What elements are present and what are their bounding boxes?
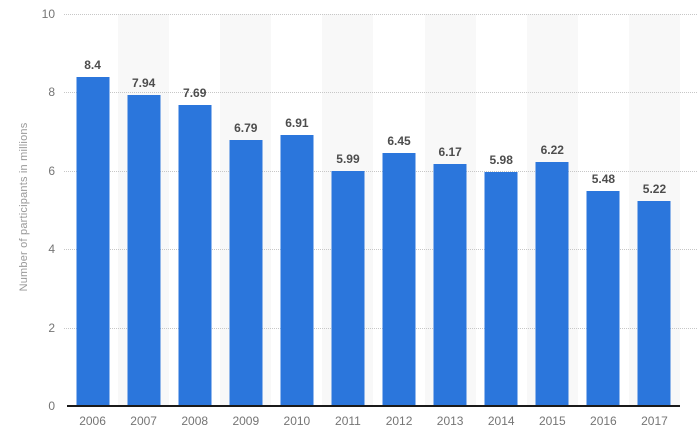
bar-column: 6.45	[374, 14, 425, 406]
bars-layer: 8.4 7.94 7.69 6.79 6.91 5.99 6.45 6.17 5.98 6.22 5…	[67, 14, 680, 406]
y-tick-label: 4	[48, 242, 55, 257]
x-tick-label: 2012	[385, 414, 413, 428]
bar-value-label: 8.4	[84, 57, 101, 72]
bar[interactable]	[280, 135, 314, 406]
bar[interactable]	[76, 76, 110, 406]
x-tick-label: 2009	[232, 414, 260, 428]
x-tick-label: 2014	[487, 414, 515, 428]
bar-column: 5.48	[578, 14, 629, 406]
x-tick-label: 2006	[79, 414, 106, 428]
bar[interactable]	[127, 94, 161, 406]
bar-value-label: 6.45	[387, 134, 411, 149]
bar[interactable]	[433, 164, 467, 406]
y-tick-label: 10	[41, 7, 55, 21]
y-tick-label: 6	[48, 163, 55, 178]
bar[interactable]	[586, 191, 620, 406]
bar-value-label: 5.22	[642, 182, 667, 197]
x-tick-label: 2013	[436, 414, 464, 428]
bar-value-label: 5.48	[591, 172, 616, 187]
x-tick-label: 2016	[590, 414, 617, 428]
x-tick-label: 2010	[283, 414, 311, 428]
bar-column: 5.99	[322, 14, 373, 406]
y-axis-title: Number of participants in millions	[18, 122, 30, 292]
x-tick-label: 2017	[641, 414, 668, 428]
bar-value-label: 6.91	[285, 116, 309, 131]
bar-value-label: 7.94	[131, 75, 156, 90]
bar-column: 6.17	[425, 14, 476, 406]
y-tick-label: 2	[48, 320, 55, 335]
bar[interactable]	[382, 153, 416, 406]
x-tick-label: 2008	[181, 414, 209, 428]
bar-column: 6.79	[220, 14, 271, 406]
bar-column: 7.69	[169, 14, 220, 406]
bar-value-label: 5.98	[489, 152, 513, 167]
bar[interactable]	[229, 139, 263, 406]
bar-column: 5.98	[476, 14, 527, 406]
bar[interactable]	[178, 104, 212, 406]
bar-column: 6.22	[527, 14, 578, 406]
x-tick-label: 2007	[130, 414, 157, 428]
bar-column: 7.94	[118, 14, 169, 406]
x-tick-label: 2015	[538, 414, 566, 428]
bar-value-label: 6.17	[438, 145, 462, 160]
bar-column: 8.4	[67, 14, 118, 406]
bar[interactable]	[535, 162, 569, 406]
bar-value-label: 7.69	[183, 85, 207, 100]
bar[interactable]	[331, 171, 365, 406]
bar[interactable]	[484, 171, 518, 406]
y-tick-label: 8	[48, 85, 55, 100]
bar[interactable]	[637, 201, 671, 406]
bar-value-label: 6.79	[234, 120, 258, 135]
x-axis-line	[67, 405, 680, 407]
x-tick-label: 2011	[335, 414, 361, 428]
y-tick-label: 0	[48, 399, 55, 413]
x-axis: 2006 2007 2008 2009 2010 2011 2012 2013 2014 2015…	[67, 413, 680, 431]
bar-column: 6.91	[271, 14, 322, 406]
bar-column: 5.22	[629, 14, 680, 406]
bar-value-label: 6.22	[540, 143, 564, 158]
bar-value-label: 5.99	[336, 152, 360, 167]
